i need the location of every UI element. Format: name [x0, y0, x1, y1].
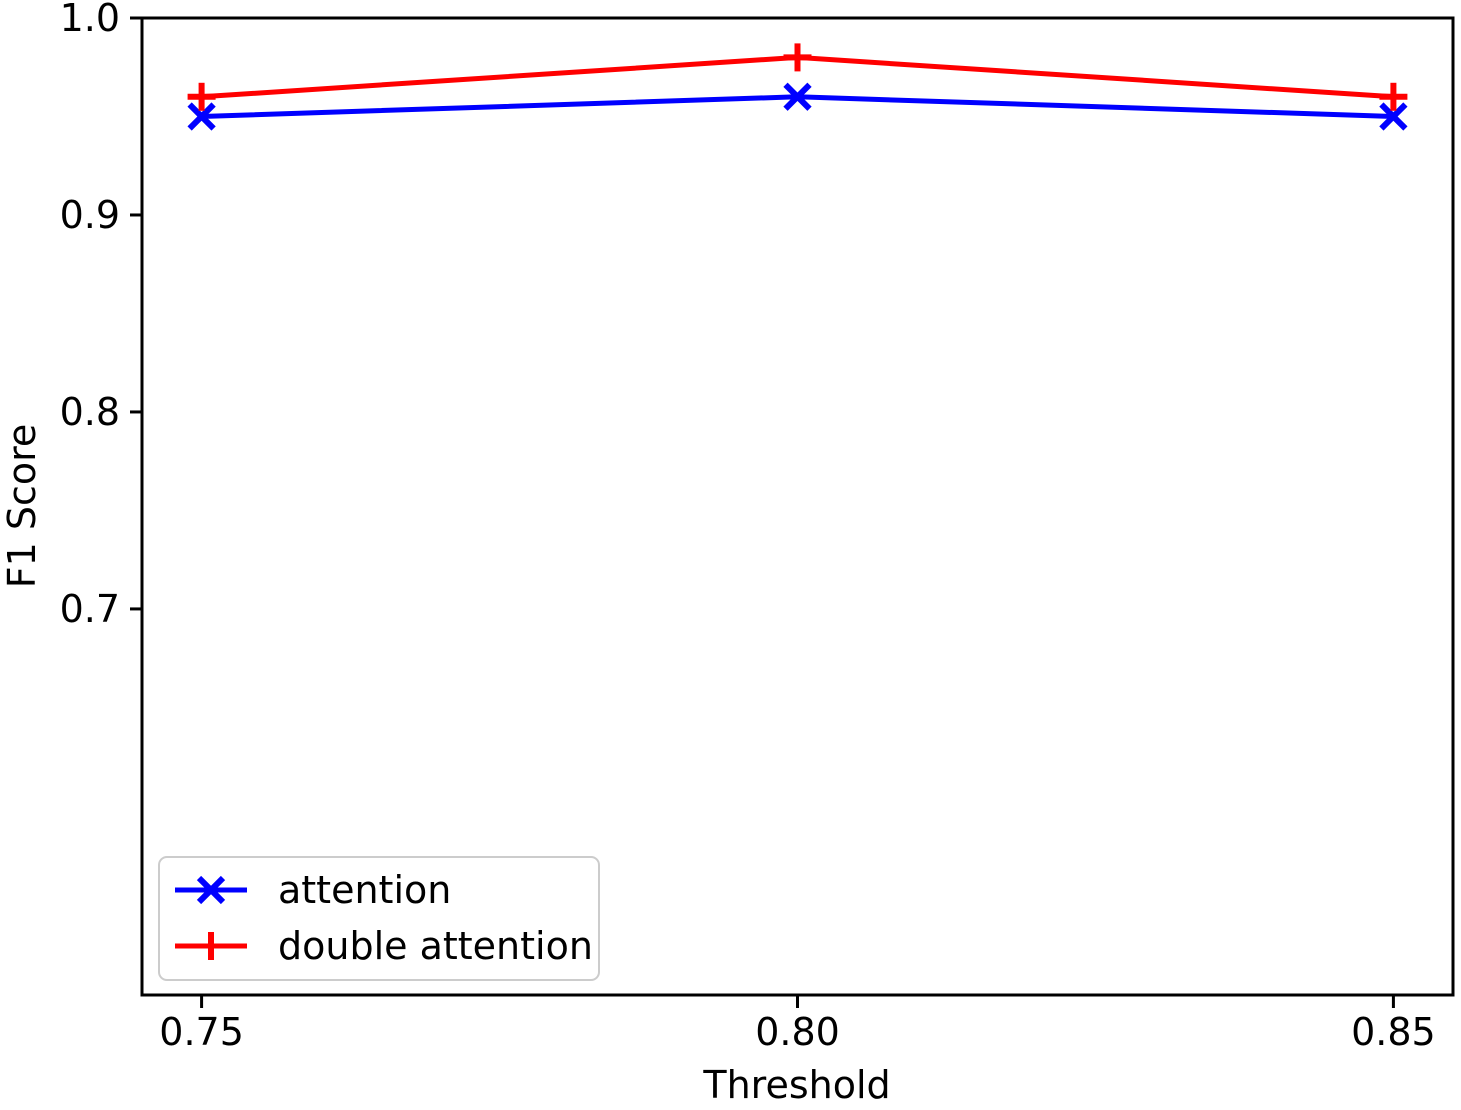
y-tick-label: 0.7: [59, 586, 120, 631]
legend-entry-double-attention: double attention: [160, 918, 598, 974]
x-tick-label: 0.80: [755, 1010, 840, 1054]
legend: attention double attention: [158, 856, 600, 981]
y-tick-label: 0.9: [59, 192, 120, 237]
x-axis-title: Threshold: [703, 1063, 891, 1107]
legend-label: attention: [278, 868, 452, 912]
x-tick-label: 0.75: [159, 1010, 244, 1054]
y-tick-label: 0.8: [59, 389, 120, 434]
legend-label: double attention: [278, 924, 593, 968]
x-tick-label: 0.85: [1351, 1010, 1436, 1054]
legend-line-x-marker-icon: [175, 875, 247, 905]
y-tick-label: 1.0: [59, 0, 120, 40]
legend-line-plus-marker-icon: [175, 932, 247, 960]
y-axis-title: F1 Score: [0, 423, 44, 589]
legend-entry-attention: attention: [160, 862, 598, 918]
